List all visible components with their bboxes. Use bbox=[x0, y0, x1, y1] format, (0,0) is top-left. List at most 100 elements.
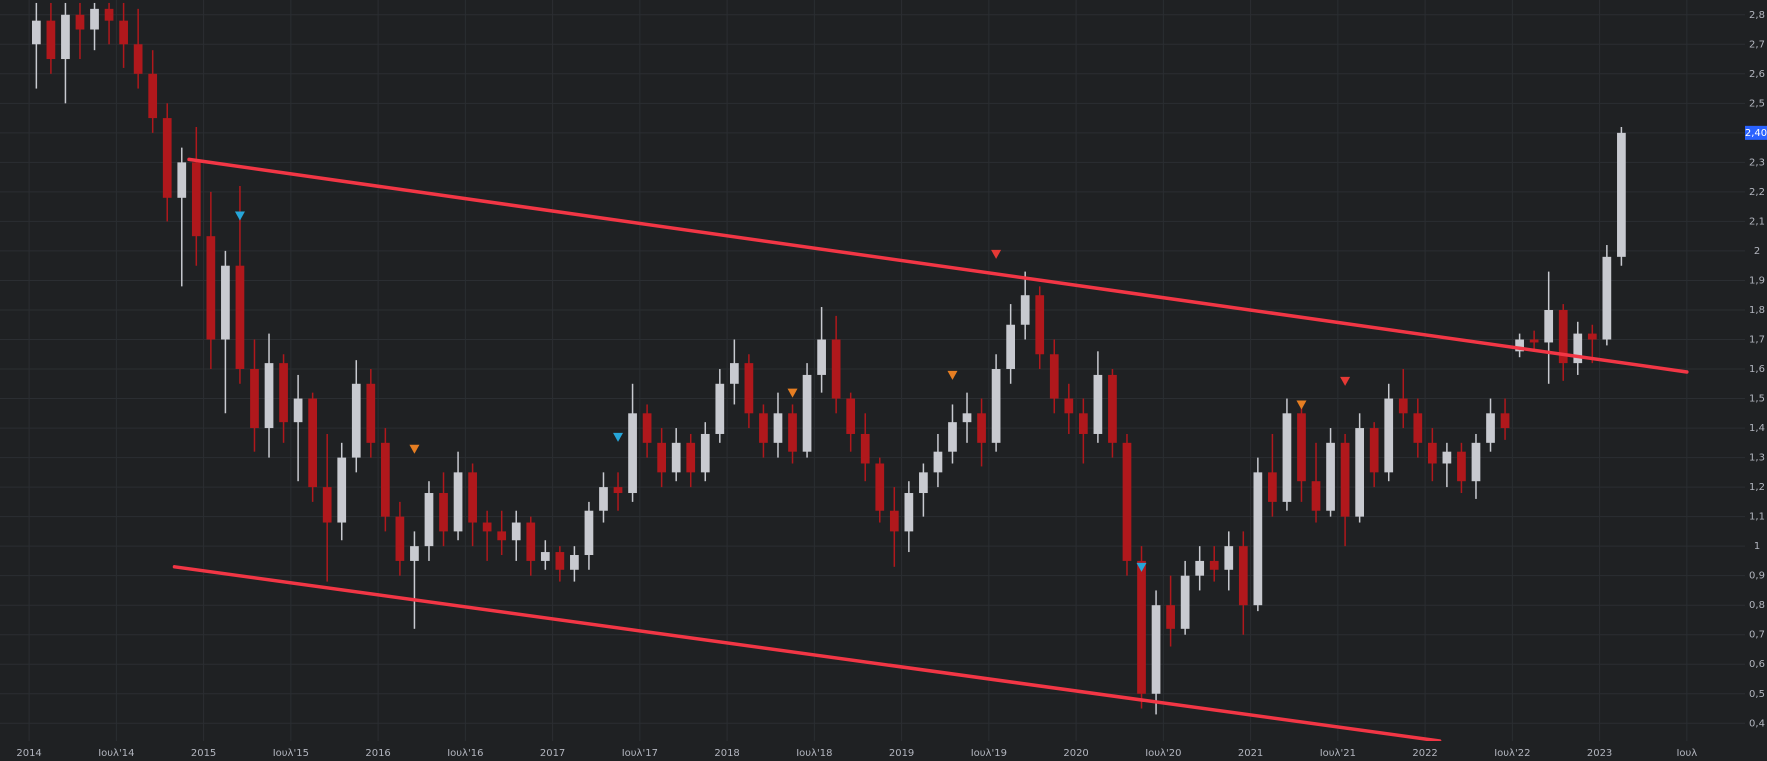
x-tick-label: Ιουλ'18 bbox=[796, 748, 832, 759]
candle-body bbox=[1238, 546, 1248, 606]
candle-body bbox=[1369, 428, 1379, 473]
x-tick-label: 2022 bbox=[1412, 748, 1437, 759]
event-marker bbox=[947, 370, 958, 380]
candle-body bbox=[846, 398, 856, 434]
candle-body bbox=[511, 522, 521, 541]
candle-body bbox=[410, 546, 419, 561]
candle-body bbox=[1049, 354, 1059, 399]
candle-body bbox=[831, 339, 841, 399]
x-tick-label: Ιουλ'19 bbox=[971, 748, 1007, 759]
candle-body bbox=[1326, 442, 1335, 511]
last-price-label: 2,40 bbox=[1745, 128, 1767, 139]
candle-body bbox=[526, 522, 536, 561]
candle-body bbox=[570, 555, 579, 570]
candle-body bbox=[1486, 413, 1495, 443]
candle-body bbox=[599, 487, 608, 511]
x-tick-label: 2018 bbox=[714, 748, 739, 759]
candle-body bbox=[1529, 339, 1539, 343]
candle-body bbox=[1166, 605, 1175, 629]
candle-body bbox=[380, 442, 390, 517]
x-tick-label: Ιουλ'21 bbox=[1320, 748, 1356, 759]
candle-body bbox=[1122, 442, 1132, 561]
y-tick-label: 2 bbox=[1754, 246, 1760, 257]
x-tick-label: Ιουλ'17 bbox=[622, 748, 658, 759]
candle-body bbox=[1587, 333, 1597, 340]
x-tick-label: 2014 bbox=[16, 748, 41, 759]
y-tick-label: 0,9 bbox=[1749, 571, 1765, 582]
candle-body bbox=[715, 383, 725, 434]
y-tick-label: 0,7 bbox=[1749, 630, 1765, 641]
event-marker bbox=[1136, 562, 1147, 572]
y-tick-label: 2,2 bbox=[1749, 187, 1765, 198]
candle-body bbox=[279, 363, 288, 423]
x-tick-label: Ιουλ'16 bbox=[447, 748, 483, 759]
candle-body bbox=[468, 472, 477, 523]
x-tick-label: 2023 bbox=[1587, 748, 1612, 759]
candle-body bbox=[613, 487, 623, 494]
candle-body bbox=[119, 20, 128, 45]
candle-body bbox=[700, 433, 710, 473]
candle-body bbox=[788, 413, 797, 452]
y-tick-label: 1,9 bbox=[1749, 275, 1765, 286]
candle-body bbox=[904, 493, 914, 532]
y-tick-label: 2,6 bbox=[1749, 69, 1765, 80]
candle-body bbox=[366, 383, 376, 443]
trendline bbox=[187, 157, 1689, 374]
candle-body bbox=[1573, 333, 1583, 364]
candle-body bbox=[1020, 295, 1030, 325]
candle-body bbox=[1064, 398, 1074, 414]
candle-body bbox=[308, 398, 318, 488]
y-tick-label: 0,8 bbox=[1749, 600, 1765, 611]
plot-area bbox=[0, 0, 1745, 741]
candle-body bbox=[293, 398, 303, 423]
candle-body bbox=[1355, 428, 1365, 517]
candle-body bbox=[61, 14, 70, 60]
candle-body bbox=[773, 413, 783, 443]
candle-body bbox=[1442, 451, 1452, 464]
candle-body bbox=[1093, 374, 1103, 434]
y-tick-label: 1,6 bbox=[1749, 364, 1765, 375]
y-tick-label: 0,4 bbox=[1749, 718, 1765, 729]
candle-body bbox=[90, 8, 99, 30]
candle-body bbox=[657, 442, 667, 473]
y-tick-label: 1,7 bbox=[1749, 335, 1765, 346]
candle-body bbox=[1544, 309, 1554, 343]
candle-body bbox=[1515, 339, 1524, 352]
candle-body bbox=[1297, 413, 1306, 482]
candle-body bbox=[1151, 605, 1161, 694]
candle-body bbox=[191, 162, 201, 237]
candle-body bbox=[889, 510, 899, 532]
candle-body bbox=[948, 422, 957, 452]
candle-body bbox=[206, 236, 216, 340]
candle-body bbox=[802, 374, 812, 452]
candle-body bbox=[1078, 413, 1088, 434]
candle-body bbox=[686, 442, 696, 473]
candle-body bbox=[424, 493, 434, 547]
x-tick-label: 2020 bbox=[1063, 748, 1088, 759]
candle-body bbox=[1427, 442, 1437, 464]
y-tick-label: 2,7 bbox=[1749, 39, 1765, 50]
candle-body bbox=[482, 522, 492, 532]
event-marker bbox=[1296, 400, 1307, 410]
x-tick-label: Ιουλ'22 bbox=[1494, 748, 1530, 759]
candle-body bbox=[1268, 472, 1277, 502]
candle-body bbox=[177, 162, 187, 198]
y-tick-label: 2,5 bbox=[1749, 98, 1765, 109]
candle-body bbox=[439, 493, 448, 532]
candle-body bbox=[628, 413, 637, 494]
candle-body bbox=[540, 552, 550, 561]
event-marker bbox=[1340, 376, 1351, 386]
candle-body bbox=[875, 463, 885, 511]
candle-body bbox=[1224, 546, 1234, 570]
event-marker bbox=[613, 432, 624, 442]
y-tick-label: 1,1 bbox=[1749, 512, 1765, 523]
candle-body bbox=[1500, 413, 1510, 429]
candle-body bbox=[555, 552, 565, 570]
candle-body bbox=[817, 339, 826, 375]
candle-body bbox=[1471, 442, 1481, 482]
candle-body bbox=[1209, 560, 1219, 570]
event-marker bbox=[409, 444, 420, 454]
